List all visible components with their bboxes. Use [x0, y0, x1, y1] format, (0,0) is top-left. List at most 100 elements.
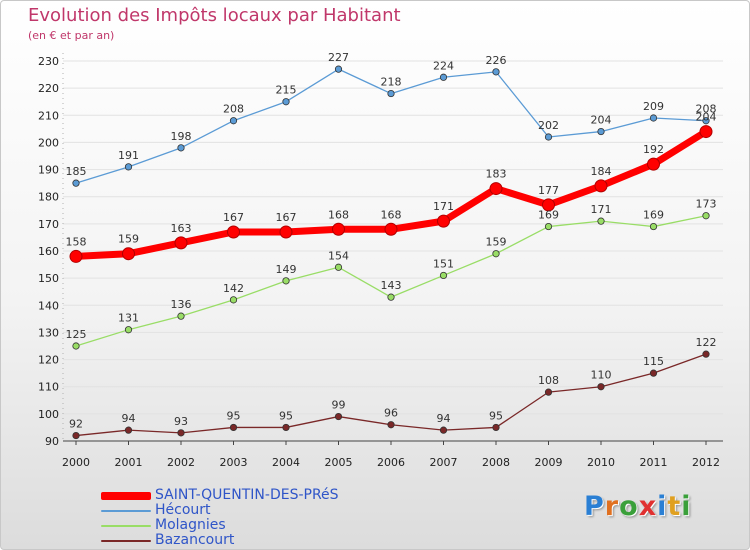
data-point	[72, 179, 80, 187]
data-label: 191	[118, 149, 139, 162]
data-point	[439, 271, 448, 280]
data-point	[387, 89, 395, 98]
data-point	[492, 250, 500, 258]
data-label: 218	[381, 76, 402, 89]
data-point	[387, 293, 395, 301]
data-point	[542, 198, 555, 212]
logo-letter: o	[619, 491, 639, 522]
data-label: 171	[433, 200, 454, 213]
data-point	[122, 247, 135, 261]
legend-item: Molagnies	[101, 518, 339, 533]
data-label: 209	[643, 100, 664, 113]
data-point	[227, 225, 240, 239]
proxiti-logo: Proxiti	[584, 491, 692, 522]
x-tick-label: 2011	[640, 456, 668, 469]
data-point	[647, 157, 660, 171]
data-label: 185	[66, 165, 87, 178]
legend-label: SAINT-QUENTIN-DES-PRéS	[155, 487, 339, 503]
y-tick-label: 230	[38, 55, 59, 68]
data-point	[279, 225, 293, 239]
data-point	[72, 342, 80, 350]
data-point	[72, 431, 80, 440]
data-point	[437, 214, 450, 228]
data-label: 131	[118, 312, 139, 325]
data-label: 136	[171, 298, 192, 311]
data-point	[334, 412, 343, 421]
data-label: 167	[276, 211, 297, 224]
data-label: 163	[171, 222, 192, 235]
data-point	[174, 236, 188, 250]
y-tick-label: 180	[38, 191, 59, 204]
data-point	[282, 423, 290, 432]
data-point	[334, 263, 343, 271]
data-label: 177	[538, 184, 559, 197]
legend-label: Bazancourt	[155, 532, 235, 548]
data-point	[124, 163, 133, 171]
y-tick-label: 120	[38, 354, 59, 367]
data-label: 159	[118, 233, 139, 246]
x-tick-label: 2010	[587, 456, 615, 469]
data-label: 202	[538, 119, 559, 132]
data-label: 143	[381, 279, 402, 292]
data-label: 208	[696, 103, 717, 116]
data-label: 173	[696, 198, 717, 211]
x-tick-label: 2002	[167, 456, 195, 469]
series-line	[72, 128, 710, 260]
logo-letter: i	[657, 491, 668, 522]
data-point	[69, 249, 83, 263]
x-tick-label: 2003	[220, 456, 248, 469]
y-tick-label: 190	[38, 164, 59, 177]
data-point	[282, 98, 290, 106]
y-tick-label: 200	[38, 136, 59, 149]
logo-letter: t	[667, 491, 682, 522]
data-label: 192	[643, 143, 664, 156]
data-point	[387, 421, 395, 429]
data-point	[699, 125, 713, 139]
y-tick-label: 210	[38, 109, 59, 122]
data-label: 95	[489, 409, 503, 422]
data-label: 99	[332, 399, 346, 412]
data-point	[124, 326, 133, 334]
y-tick-label: 150	[38, 272, 59, 285]
logo-letter: r	[604, 491, 620, 522]
data-label: 149	[276, 263, 297, 276]
data-point	[124, 426, 133, 434]
data-point	[649, 369, 658, 377]
data-point	[229, 117, 238, 125]
data-point	[489, 182, 503, 196]
legend-item: Hécourt	[101, 503, 339, 518]
data-point	[597, 383, 605, 391]
data-label: 168	[328, 208, 349, 221]
data-label: 226	[486, 54, 507, 67]
data-point	[229, 423, 238, 432]
data-point	[332, 222, 345, 236]
data-label: 122	[696, 336, 717, 349]
x-tick-label: 2000	[62, 456, 90, 469]
data-point	[544, 133, 553, 141]
data-label: 204	[591, 114, 612, 127]
x-tick-label: 2001	[115, 456, 143, 469]
data-label: 110	[591, 369, 612, 382]
data-label: 171	[591, 203, 612, 216]
logo-letter: i	[681, 491, 692, 522]
legend-item: SAINT-QUENTIN-DES-PRéS	[101, 488, 339, 503]
data-label: 169	[643, 209, 664, 222]
data-point	[334, 65, 343, 73]
data-point	[177, 312, 185, 320]
y-tick-label: 160	[38, 245, 59, 258]
data-label: 92	[69, 418, 83, 431]
legend: SAINT-QUENTIN-DES-PRéS Hécourt Molagnies…	[101, 488, 339, 548]
y-tick-label: 100	[38, 408, 59, 421]
data-label: 94	[437, 412, 451, 425]
data-point	[597, 127, 605, 136]
data-label: 108	[538, 374, 559, 387]
data-point	[177, 429, 185, 437]
x-tick-label: 2012	[692, 456, 720, 469]
data-point	[229, 296, 238, 304]
y-tick-label: 90	[45, 435, 59, 448]
data-label: 208	[223, 103, 244, 116]
data-point	[649, 114, 658, 122]
logo-letter: x	[638, 491, 658, 522]
data-label: 198	[171, 130, 192, 143]
